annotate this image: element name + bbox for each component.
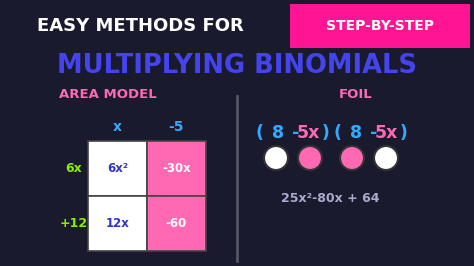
Circle shape	[340, 146, 364, 170]
Text: 5x: 5x	[374, 124, 398, 142]
Circle shape	[298, 146, 322, 170]
Text: -: -	[292, 124, 300, 142]
Text: MULTIPLYING BINOMIALS: MULTIPLYING BINOMIALS	[57, 53, 417, 79]
Text: 12x: 12x	[106, 217, 129, 230]
Text: 25x²-80x + 64: 25x²-80x + 64	[281, 192, 379, 205]
Text: -: -	[370, 124, 378, 142]
Text: 8: 8	[272, 124, 284, 142]
Text: -5: -5	[169, 120, 184, 134]
Text: ): )	[400, 124, 408, 142]
Text: (: (	[334, 124, 342, 142]
Text: 6x: 6x	[65, 162, 82, 175]
Text: x: x	[113, 120, 122, 134]
Bar	[88, 196, 147, 251]
Circle shape	[264, 146, 288, 170]
Text: STEP-BY-STEP: STEP-BY-STEP	[326, 19, 434, 33]
Text: FOIL: FOIL	[339, 88, 373, 101]
Text: -60: -60	[166, 217, 187, 230]
Text: EASY METHODS FOR: EASY METHODS FOR	[36, 17, 243, 35]
Text: (: (	[256, 124, 264, 142]
Text: 6x²: 6x²	[107, 162, 128, 175]
Bar	[147, 141, 206, 196]
Bar	[147, 196, 206, 251]
Bar	[290, 4, 470, 48]
Text: +12: +12	[60, 217, 88, 230]
Bar	[88, 141, 147, 196]
Text: -30x: -30x	[162, 162, 191, 175]
Text: 8: 8	[350, 124, 362, 142]
Text: 5x: 5x	[296, 124, 319, 142]
Circle shape	[374, 146, 398, 170]
Text: ): )	[322, 124, 330, 142]
Text: AREA MODEL: AREA MODEL	[59, 88, 157, 101]
